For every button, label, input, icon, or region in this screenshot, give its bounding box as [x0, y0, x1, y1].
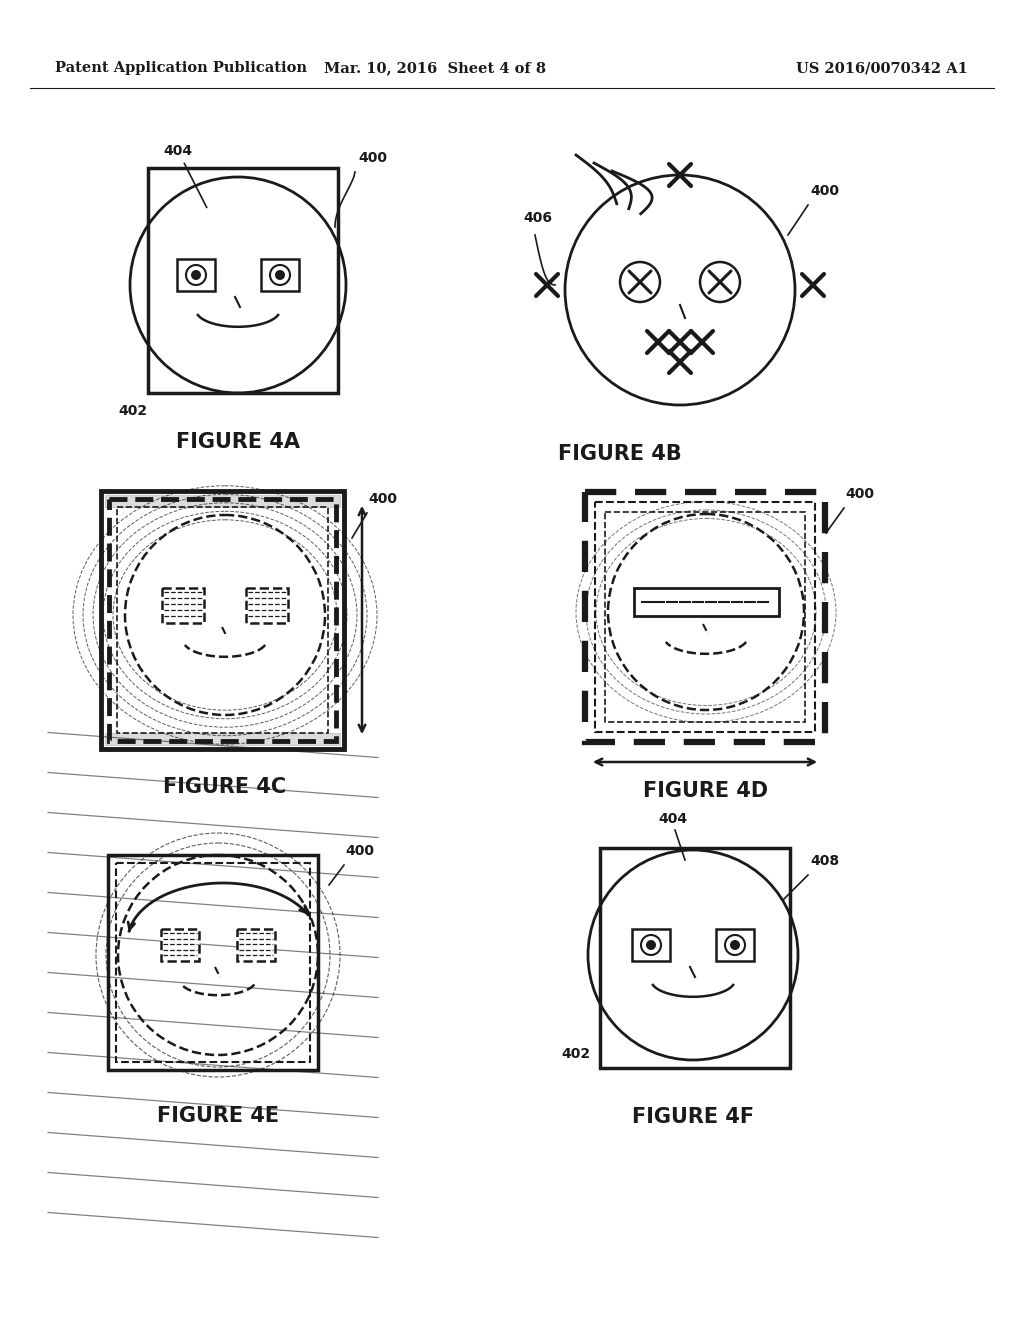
- Circle shape: [641, 935, 662, 954]
- Bar: [161, 929, 199, 961]
- Circle shape: [275, 271, 285, 280]
- Bar: [109, 499, 336, 741]
- Text: FIGURE 4E: FIGURE 4E: [157, 1106, 280, 1126]
- Bar: [116, 863, 310, 1063]
- Text: 402: 402: [561, 1047, 590, 1061]
- Text: 400: 400: [345, 843, 374, 858]
- Text: Mar. 10, 2016  Sheet 4 of 8: Mar. 10, 2016 Sheet 4 of 8: [324, 61, 546, 75]
- Bar: [585, 492, 825, 742]
- Bar: [595, 502, 815, 733]
- Text: FIGURE 4C: FIGURE 4C: [164, 777, 287, 797]
- Bar: [108, 855, 318, 1071]
- Bar: [716, 929, 754, 961]
- Text: FIGURE 4B: FIGURE 4B: [558, 444, 682, 465]
- Text: 406: 406: [523, 211, 552, 224]
- Circle shape: [186, 265, 206, 285]
- Text: FIGURE 4F: FIGURE 4F: [632, 1107, 754, 1127]
- Text: FIGURE 4A: FIGURE 4A: [176, 432, 300, 451]
- Bar: [237, 929, 275, 961]
- Text: Patent Application Publication: Patent Application Publication: [55, 61, 307, 75]
- Text: 404: 404: [164, 144, 207, 207]
- Text: 402: 402: [119, 404, 147, 418]
- Bar: [246, 587, 288, 623]
- Bar: [605, 512, 805, 722]
- Bar: [162, 587, 204, 623]
- Text: 404: 404: [658, 812, 687, 826]
- Bar: [261, 259, 299, 290]
- Bar: [148, 168, 338, 393]
- Text: 400: 400: [358, 150, 387, 165]
- Bar: [600, 847, 790, 1068]
- Circle shape: [725, 935, 745, 954]
- Text: US 2016/0070342 A1: US 2016/0070342 A1: [796, 61, 968, 75]
- Bar: [177, 259, 215, 290]
- Text: 400: 400: [368, 492, 397, 506]
- Circle shape: [730, 940, 740, 950]
- Text: 400: 400: [845, 487, 874, 502]
- Text: 408: 408: [810, 854, 839, 869]
- Bar: [117, 507, 328, 733]
- Bar: [632, 929, 670, 961]
- Text: 400: 400: [810, 183, 839, 198]
- Circle shape: [191, 271, 201, 280]
- Bar: [634, 587, 778, 616]
- Text: FIGURE 4D: FIGURE 4D: [643, 781, 769, 801]
- Circle shape: [646, 940, 656, 950]
- Circle shape: [270, 265, 290, 285]
- Bar: [101, 491, 344, 748]
